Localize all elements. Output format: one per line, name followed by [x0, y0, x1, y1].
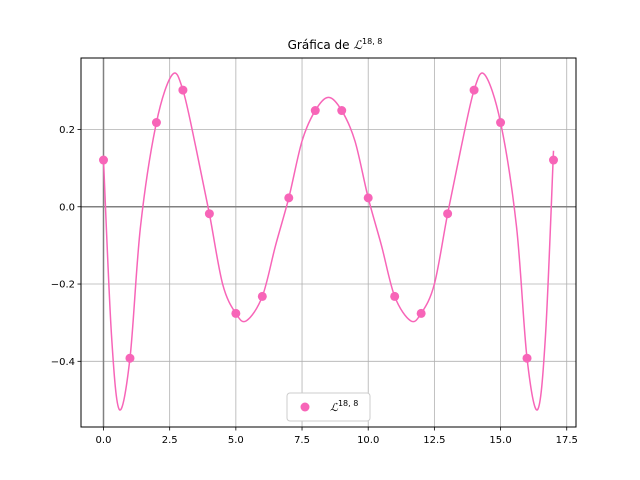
- data-point: [443, 209, 453, 219]
- data-point: [363, 193, 373, 203]
- legend-symbol: ℒ: [330, 401, 339, 414]
- data-point: [257, 291, 267, 301]
- data-point: [125, 353, 135, 363]
- data-point: [99, 155, 108, 165]
- y-tick-label: −0.2: [51, 280, 75, 291]
- axes-frame: [80, 57, 577, 428]
- chart-title-prefix: Gráfica de: [288, 38, 354, 52]
- data-point: [337, 106, 347, 116]
- y-tick-label: 0.2: [59, 125, 75, 136]
- data-point: [284, 193, 294, 203]
- legend-superscript: 18, 8: [338, 399, 358, 408]
- x-tick-label: 2.5: [162, 435, 178, 446]
- data-point: [151, 118, 161, 128]
- data-point: [496, 118, 506, 128]
- data-point: [204, 209, 214, 219]
- x-tick-label: 12.5: [423, 435, 445, 446]
- x-tick-label: 10.0: [357, 435, 379, 446]
- data-point: [310, 106, 320, 116]
- data-point: [416, 308, 426, 318]
- y-tick-label: 0.0: [59, 202, 75, 213]
- data-point: [231, 308, 241, 318]
- data-point: [390, 291, 400, 301]
- legend: ℒ18, 8: [286, 392, 371, 422]
- legend-box: [286, 392, 371, 422]
- chart-title-superscript: 18, 8: [362, 37, 382, 46]
- chart-title-symbol: ℒ: [353, 38, 362, 52]
- x-tick-label: 15.0: [489, 435, 511, 446]
- series-points: [99, 85, 558, 363]
- data-point: [178, 85, 188, 95]
- data-point: [469, 85, 479, 95]
- x-tick-label: 17.5: [556, 435, 578, 446]
- x-tick-label: 5.0: [228, 435, 244, 446]
- chart-title: Gráfica de ℒ18, 8: [288, 37, 383, 52]
- y-axis: −0.4 −0.2 0.0 0.2: [51, 125, 81, 368]
- legend-marker: [300, 402, 310, 412]
- zero-lines: [81, 58, 576, 427]
- data-point: [549, 155, 558, 165]
- y-tick-label: −0.4: [51, 357, 75, 368]
- legend-label: ℒ18, 8: [330, 399, 358, 414]
- data-point: [522, 353, 532, 363]
- x-tick-label: 7.5: [294, 435, 310, 446]
- x-tick-label: 0.0: [96, 435, 112, 446]
- x-axis: 0.0 2.5 5.0 7.5 10.0 12.5 15.0 17.5: [96, 427, 578, 446]
